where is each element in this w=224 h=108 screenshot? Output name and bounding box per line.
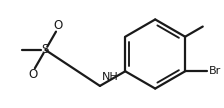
Text: O: O — [53, 19, 63, 32]
Text: S: S — [42, 43, 49, 56]
Text: NH: NH — [102, 72, 119, 82]
Text: Br: Br — [209, 66, 221, 76]
Text: O: O — [28, 68, 37, 81]
